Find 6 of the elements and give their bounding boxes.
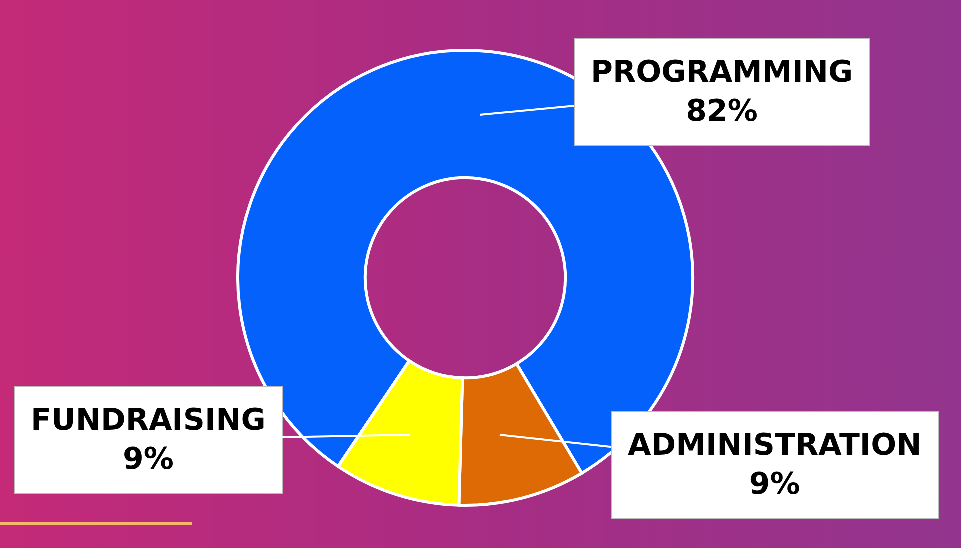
slice-label: FUNDRAISING [31, 403, 266, 438]
data-label: 9% [749, 467, 800, 502]
slice-label: ADMINISTRATION [628, 428, 922, 463]
slice-label: PROGRAMMING [591, 55, 854, 90]
data-label: 9% [122, 442, 174, 477]
data-label: 82% [686, 94, 758, 129]
